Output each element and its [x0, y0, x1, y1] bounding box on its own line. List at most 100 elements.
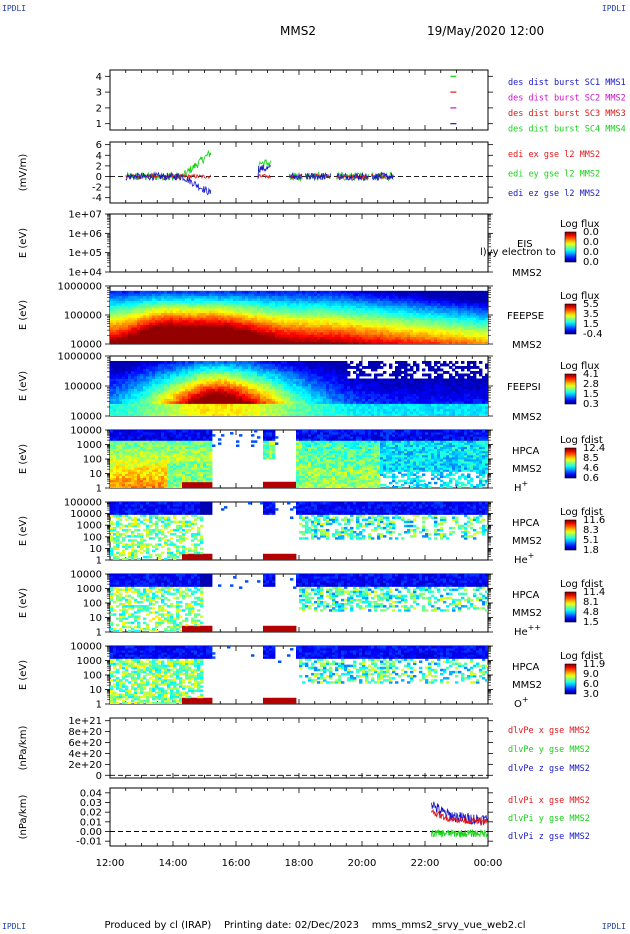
spacecraft-label: MMS2 [512, 608, 542, 619]
legend-entry: dlvPi y gse MMS2 [508, 814, 590, 824]
spectrogram-image [110, 430, 488, 488]
y-tick-label: 10000 [70, 412, 102, 423]
legend-entry: edi ey gse l2 MMS2 [508, 170, 600, 180]
colorbar-value: 12.4 [583, 443, 605, 454]
colorbar [564, 663, 577, 695]
panel-frame [109, 717, 489, 779]
y-tick-label: 10000 [70, 570, 102, 581]
y-tick-label: 0.00 [80, 827, 102, 838]
datetime-title: 19/May/2020 12:00 [427, 24, 545, 38]
colorbar-value: 11.6 [583, 515, 605, 526]
legend-entry: des dist burst SC3 MMS3 [508, 109, 626, 119]
y-tick-label: 1e+21 [68, 716, 102, 727]
colorbar [564, 447, 577, 479]
y-tick-label: 1 [96, 484, 102, 495]
colorbar-value: -0.4 [583, 329, 603, 340]
y-tick-label: 100 [83, 455, 102, 466]
spacecraft-label: MMS2 [512, 464, 542, 475]
species-label: H+ [514, 479, 528, 494]
footer-credits: Produced by cl (IRAP) Printing date: 02/… [0, 920, 630, 931]
y-tick-label: 6e+20 [68, 738, 102, 749]
panel-frame [109, 141, 489, 204]
colorbar-title: Log fdist [560, 651, 603, 662]
panel-frame [109, 69, 489, 131]
spectrogram-image [110, 646, 488, 704]
x-tick-label: 00:00 [474, 858, 503, 869]
species-label: He++ [514, 623, 541, 638]
colorbar-value: 3.5 [583, 309, 599, 320]
colorbar-value: 8.1 [583, 597, 599, 608]
spacecraft-label: MMS2 [512, 412, 542, 423]
y-tick-label: 100000 [64, 311, 102, 322]
panel-burst: 1 2 3 4 des dist burst SC1 MMS1 des dist burs… [96, 69, 626, 135]
instrument-label: HPCA [512, 590, 540, 601]
instrument-label: EIS [517, 239, 533, 250]
instrument-label: HPCA [512, 662, 540, 673]
spectrogram-image [110, 574, 488, 632]
panel-hpca_hepp: 1 10 100 1000 10000 E (eV) Log fdist11.48.14.8… [18, 570, 605, 639]
y-tick-label: 0 [96, 172, 102, 183]
colorbar-value: 1.5 [583, 319, 599, 330]
y-tick-label: 1000 [77, 656, 102, 667]
y-tick-label: -0.01 [76, 837, 102, 848]
colorbar-value: 0.0 [583, 227, 599, 238]
y-tick-label: 2 [96, 161, 102, 172]
y-axis-label: E (eV) [18, 444, 29, 474]
footer-produced: Produced by cl (IRAP) [104, 920, 212, 931]
legend-entry: dlvPi x gse MMS2 [508, 796, 590, 806]
y-tick-label: 1000000 [57, 282, 102, 293]
panel-frame [109, 213, 489, 273]
species-label: He+ [514, 551, 534, 566]
colorbar-value: 0.0 [583, 257, 599, 268]
series-ez [336, 172, 369, 182]
y-tick-label: -4 [92, 193, 102, 204]
x-tick-label: 18:00 [285, 858, 314, 869]
colorbar-value: 1.5 [583, 389, 599, 400]
footer-printing-date: Printing date: 02/Dec/2023 [223, 920, 359, 931]
y-axis-label: E (eV) [18, 371, 29, 401]
corner-label-bottom-right: IPDLI [601, 922, 626, 931]
y-tick-label: 1000 [77, 584, 102, 595]
spacecraft-label: MMS2 [512, 680, 542, 691]
instrument-label: FEEPSE [507, 311, 544, 322]
y-tick-label: 4 [96, 151, 102, 162]
y-tick-label: 3 [96, 88, 102, 99]
y-axis-label: (nPa/km) [18, 795, 29, 840]
panel-hpca_h: 1 10 100 1000 10000 E (eV) Log fdist12.48.54.6… [18, 426, 605, 495]
colorbar-title: Log flux [560, 219, 600, 230]
y-tick-label: 1 [96, 628, 102, 639]
series-ez [125, 171, 212, 196]
instrument-label: HPCA [512, 446, 540, 457]
y-axis-label: E (eV) [18, 516, 29, 546]
instrument-label: HPCA [512, 518, 540, 529]
colorbar-value: 5.1 [583, 535, 599, 546]
spacecraft-title: MMS2 [280, 24, 316, 38]
series-ez [371, 171, 394, 181]
colorbar-value: 6.0 [583, 679, 599, 690]
y-tick-label: -2 [92, 183, 102, 194]
y-tick-label: 0 [96, 771, 102, 782]
corner-label-bottom-left: IPDLI [2, 922, 27, 931]
colorbar-value: 9.0 [583, 669, 599, 680]
y-tick-label: 1000000 [57, 352, 102, 363]
legend-entry: dlvPe y gse MMS2 [508, 745, 590, 755]
x-tick-label: 12:00 [96, 858, 125, 869]
colorbar-value: 11.4 [583, 587, 605, 598]
colorbar-value: 8.5 [583, 453, 599, 464]
y-tick-label: 0.04 [80, 788, 102, 799]
colorbar-value: 4.8 [583, 607, 599, 618]
y-tick-label: 10 [89, 469, 102, 480]
y-tick-label: 1e+05 [68, 248, 102, 259]
colorbar-value: 3.0 [583, 689, 599, 700]
colorbar-title: Log fdist [560, 435, 603, 446]
colorbar-value: 0.0 [583, 237, 599, 248]
colorbar-value: 8.3 [583, 525, 599, 536]
y-tick-label: 1 [96, 119, 102, 130]
series-ez [257, 164, 271, 180]
y-tick-label: 10 [89, 685, 102, 696]
x-tick-label: 14:00 [159, 858, 188, 869]
